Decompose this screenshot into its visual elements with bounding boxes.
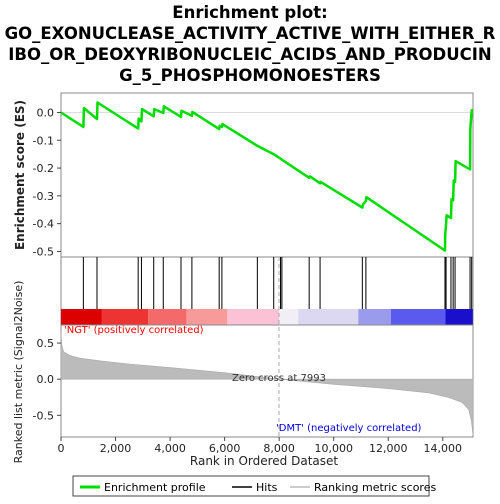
color-band — [148, 309, 187, 325]
color-band — [101, 309, 149, 325]
x-tick-label: 14,000 — [424, 442, 463, 455]
color-band — [445, 309, 473, 325]
metric-x-axis: 0 2,000 4,000 6,000 8,000 10,000 12,000 14,000 — [58, 437, 463, 455]
chart-title-line: G_5_PHOSPHOMONOESTERS — [119, 66, 381, 85]
metric-y-tick-label: 0.0 — [37, 373, 55, 386]
x-tick-label: 12,000 — [369, 442, 408, 455]
metric-y-axis-label: Ranked list metric (Signal2Noise) — [12, 281, 25, 464]
legend-label-hits: Hits — [256, 481, 278, 494]
chart-title: Enrichment plot: GO_EXONUCLEASE_ACTIVITY_… — [5, 3, 496, 85]
pos-correlation-label: 'NGT' (positively correlated) — [64, 325, 204, 336]
metric-y-tick-label: -0.5 — [33, 409, 54, 422]
color-band — [298, 309, 359, 325]
es-profile-group — [60, 101, 474, 252]
es-y-tick-label: -0.4 — [33, 218, 54, 231]
color-band — [358, 309, 391, 325]
metric-y-tick-label: 0.5 — [37, 337, 55, 350]
x-tick-label: 0 — [58, 442, 65, 455]
es-y-axis: 0.0 -0.1 -0.2 -0.3 -0.4 -0.5 — [33, 106, 61, 258]
es-panel-frame — [60, 92, 474, 258]
x-tick-label: 2,000 — [100, 442, 132, 455]
es-y-tick-label: 0.0 — [37, 106, 55, 119]
color-band — [227, 309, 279, 325]
neg-correlation-label: 'DMT' (negatively correlated) — [276, 423, 422, 434]
chart-title-line: Enrichment plot: — [172, 3, 327, 22]
chart-title-line: IBO_OR_DEOXYRIBONUCLEIC_ACIDS_AND_PRODUC… — [8, 45, 491, 64]
hits-group — [82, 257, 473, 309]
color-band — [186, 309, 228, 325]
x-tick-label: 6,000 — [209, 442, 241, 455]
color-band — [61, 309, 102, 325]
es-profile-line — [60, 101, 474, 252]
es-y-tick-label: -0.5 — [33, 245, 54, 258]
metric-y-axis: 0.5 0.0 -0.5 — [33, 337, 61, 422]
chart-title-line: GO_EXONUCLEASE_ACTIVITY_ACTIVE_WITH_EITH… — [5, 24, 496, 43]
zero-cross-label: Zero cross at 7993 — [232, 373, 326, 384]
legend-label-metric: Ranking metric scores — [314, 481, 436, 494]
x-axis-label: Rank in Ordered Dataset — [190, 454, 338, 468]
es-y-tick-label: -0.2 — [33, 162, 54, 175]
legend-label-profile: Enrichment profile — [104, 481, 206, 494]
es-y-tick-label: -0.3 — [33, 190, 54, 203]
es-y-axis-label: Enrichment score (ES) — [13, 100, 27, 250]
legend-box — [72, 475, 430, 497]
es-y-tick-label: -0.1 — [33, 134, 54, 147]
x-tick-label: 8,000 — [263, 442, 295, 455]
x-tick-label: 10,000 — [314, 442, 353, 455]
x-tick-label: 4,000 — [154, 442, 186, 455]
color-band — [278, 309, 299, 325]
color-band-group — [61, 309, 473, 325]
color-band — [390, 309, 446, 325]
